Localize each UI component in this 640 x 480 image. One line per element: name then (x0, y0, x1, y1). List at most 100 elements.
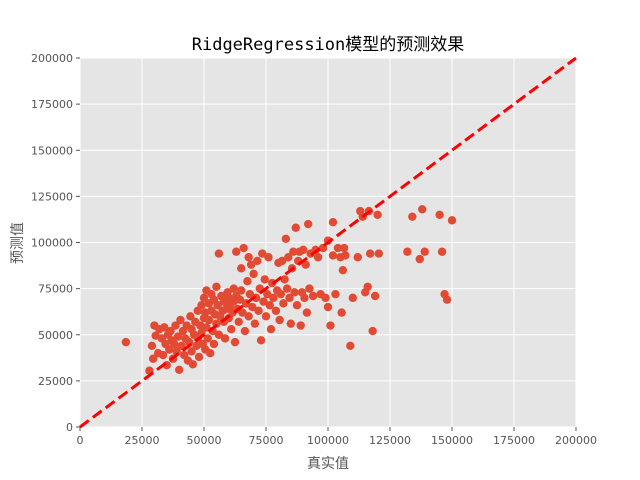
scatter-point (286, 319, 295, 328)
scatter-point (296, 321, 305, 330)
scatter-point (308, 291, 318, 301)
scatter-point (160, 323, 169, 332)
scatter-point (227, 325, 236, 334)
scatter-point (370, 291, 380, 301)
scatter-point (368, 326, 377, 336)
y-tick-label: 100000 (31, 237, 73, 250)
scatter-point (348, 293, 357, 303)
scatter-point (214, 330, 224, 339)
scatter-point (282, 284, 292, 293)
scatter-point (244, 312, 253, 321)
scatter-point (194, 352, 204, 362)
scatter-point (338, 265, 348, 275)
scatter-point (346, 341, 355, 351)
scatter-point (289, 247, 298, 256)
scatter-point (266, 325, 276, 334)
scatter-point (259, 297, 268, 306)
scatter-point (339, 243, 349, 253)
x-tick-label: 200000 (555, 434, 597, 447)
y-tick-label: 200000 (31, 52, 73, 65)
scatter-point (291, 223, 300, 232)
scatter-point (299, 245, 308, 255)
scatter-point (239, 243, 248, 253)
scatter-point (363, 282, 372, 291)
scatter-point (212, 282, 221, 291)
scatter-point (442, 295, 452, 304)
scatter-point (148, 354, 158, 363)
scatter-point (264, 253, 273, 262)
scatter-point (328, 218, 338, 227)
scatter-point (202, 323, 211, 332)
scatter-point (248, 302, 257, 312)
scatter-point (261, 312, 271, 321)
scatter-point (300, 293, 309, 303)
scatter-point (243, 277, 252, 286)
scatter-point (303, 219, 313, 229)
scatter-point (158, 350, 168, 360)
reference-line (79, 56, 577, 429)
scatter-point (232, 247, 241, 256)
x-tick-label: 25000 (125, 434, 160, 447)
scatter-point (237, 264, 246, 273)
scatter-point (280, 275, 289, 284)
y-tick-label: 150000 (31, 144, 73, 157)
x-tick-label: 50000 (187, 434, 222, 447)
scatter-point (290, 288, 299, 297)
scatter-point (284, 253, 293, 262)
chart-title: RidgeRegression模型的预测效果 (192, 35, 465, 55)
y-tick-label: 125000 (31, 190, 73, 203)
x-tick-label: 125000 (369, 434, 411, 447)
scatter-point (204, 315, 214, 325)
scatter-point (199, 293, 209, 303)
scatter-point (258, 249, 267, 258)
scatter-point (285, 293, 294, 303)
x-tick-label: 0 (77, 434, 84, 447)
reference-line-group (79, 56, 577, 429)
scatter-point (173, 332, 183, 341)
scatter-point (234, 317, 243, 327)
scatter-point (415, 254, 424, 264)
scatter-point (176, 315, 185, 325)
scatter-point (147, 341, 157, 351)
scatter-point (265, 301, 274, 310)
scatter-point (275, 315, 284, 325)
scatter-point (256, 336, 266, 345)
scatter-point (420, 247, 429, 256)
scatter-point (292, 301, 302, 310)
scatter-point (435, 210, 444, 220)
scatter-point (220, 334, 230, 343)
x-tick-label: 150000 (431, 434, 473, 447)
scatter-point (341, 251, 350, 260)
scatter-point (279, 299, 288, 308)
scatter-point (333, 243, 343, 253)
scatter-point (313, 253, 323, 262)
scatter-point (365, 249, 375, 258)
scatter-point (403, 247, 412, 256)
scatter-point (437, 247, 447, 256)
scatter-point (250, 319, 260, 328)
scatter-point (328, 251, 338, 260)
scatter-point (166, 326, 175, 336)
scatter-point (305, 284, 314, 293)
scatter-point (271, 306, 281, 315)
scatter-points (121, 205, 457, 375)
scatter-point (373, 210, 382, 220)
scatter-point (301, 260, 310, 269)
scatter-point (209, 339, 219, 349)
x-tick-label: 75000 (249, 434, 284, 447)
scatter-point (246, 260, 256, 269)
y-tick-label: 0 (66, 421, 73, 434)
scatter-point (326, 321, 335, 330)
scatter-point (276, 289, 286, 299)
scatter-point (302, 308, 312, 317)
scatter-point (353, 253, 362, 262)
y-tick-label: 175000 (31, 98, 73, 111)
scatter-point (121, 337, 131, 347)
scatter-point (206, 349, 215, 358)
scatter-point (281, 234, 291, 244)
y-axis-label: 预测值 (10, 222, 26, 264)
scatter-point (188, 360, 198, 369)
scatter-point (197, 301, 206, 310)
